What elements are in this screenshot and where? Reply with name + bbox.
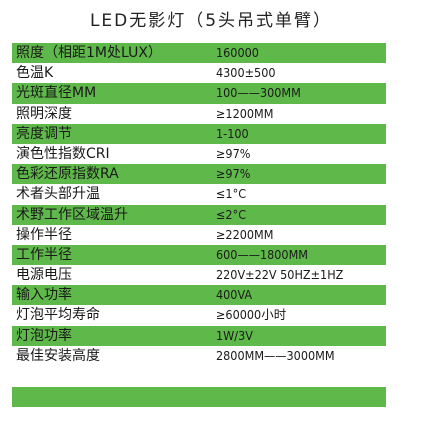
spec-label: 色温K bbox=[16, 65, 54, 82]
spec-label: 灯泡功率 bbox=[16, 327, 72, 344]
spec-value: ≤1°C bbox=[216, 186, 247, 202]
table-row: 术者头部升温 ≤1°C bbox=[12, 184, 386, 205]
table-row: 术野工作区域温升 ≤2°C bbox=[12, 204, 386, 225]
spec-label: 工作半径 bbox=[16, 246, 72, 263]
spec-label: 亮度调节 bbox=[16, 125, 72, 142]
spec-label: 术者头部升温 bbox=[16, 186, 100, 203]
table-row: 亮度调节 1-100 bbox=[12, 123, 386, 144]
spec-table: 照度（相距1M处LUX） 160000 色温K 4300±500 光斑直径MM … bbox=[12, 43, 386, 366]
spec-value: ≤2°C bbox=[216, 206, 247, 222]
spec-label: 光斑直径MM bbox=[16, 85, 97, 102]
table-row: 色温K 4300±500 bbox=[12, 63, 386, 84]
spec-value: ≥97% bbox=[216, 145, 251, 161]
table-row: 照明深度 ≥1200MM bbox=[12, 103, 386, 124]
spec-value: ≥60000小时 bbox=[216, 307, 287, 323]
spec-label: 照明深度 bbox=[16, 105, 72, 122]
table-row: 输入功率 400VA bbox=[12, 285, 386, 306]
spec-label: 色彩还原指数RA bbox=[16, 166, 119, 183]
table-row: 照度（相距1M处LUX） 160000 bbox=[12, 43, 386, 64]
spec-label: 灯泡平均寿命 bbox=[16, 307, 100, 324]
spec-value: 2800MM——3000MM bbox=[216, 347, 335, 363]
spec-label: 电源电压 bbox=[16, 267, 72, 284]
table-row: 电源电压 220V±22V 50HZ±1HZ bbox=[12, 265, 386, 286]
spec-value: 1W/3V bbox=[216, 327, 253, 343]
spec-value: 100——300MM bbox=[216, 85, 301, 101]
table-row: 灯泡功率 1W/3V bbox=[12, 325, 386, 346]
spec-value: 220V±22V 50HZ±1HZ bbox=[216, 267, 344, 283]
spec-value: ≥97% bbox=[216, 166, 251, 182]
spec-label: 操作半径 bbox=[16, 226, 72, 243]
spec-value: 4300±500 bbox=[216, 65, 276, 81]
spec-value: 160000 bbox=[216, 45, 259, 60]
table-row: 演色性指数CRI ≥97% bbox=[12, 143, 386, 165]
table-row: 色彩还原指数RA ≥97% bbox=[12, 164, 386, 185]
spec-label: 最佳安装高度 bbox=[16, 347, 100, 364]
spec-value: ≥2200MM bbox=[216, 226, 274, 242]
table-row: 工作半径 600——1800MM bbox=[12, 244, 386, 266]
spec-value: 1-100 bbox=[216, 125, 249, 141]
page-title: LED无影灯（5头吊式单臂） bbox=[89, 11, 333, 31]
spec-label: 照度（相距1M处LUX） bbox=[16, 45, 162, 61]
table-row: 操作半径 ≥2200MM bbox=[12, 224, 386, 245]
spec-value: 400VA bbox=[216, 287, 253, 303]
spec-label: 输入功率 bbox=[16, 287, 72, 304]
spec-label: 术野工作区域温升 bbox=[16, 206, 128, 223]
table-row: 最佳安装高度 2800MM——3000MM bbox=[12, 345, 386, 366]
table-row: 光斑直径MM 100——300MM bbox=[12, 83, 386, 104]
spec-label: 演色性指数CRI bbox=[16, 145, 110, 162]
table-row: 灯泡平均寿命 ≥60000小时 bbox=[12, 305, 386, 326]
table-footer-bar bbox=[12, 387, 386, 407]
spec-value: 600——1800MM bbox=[216, 246, 308, 262]
spec-value: ≥1200MM bbox=[216, 105, 274, 121]
